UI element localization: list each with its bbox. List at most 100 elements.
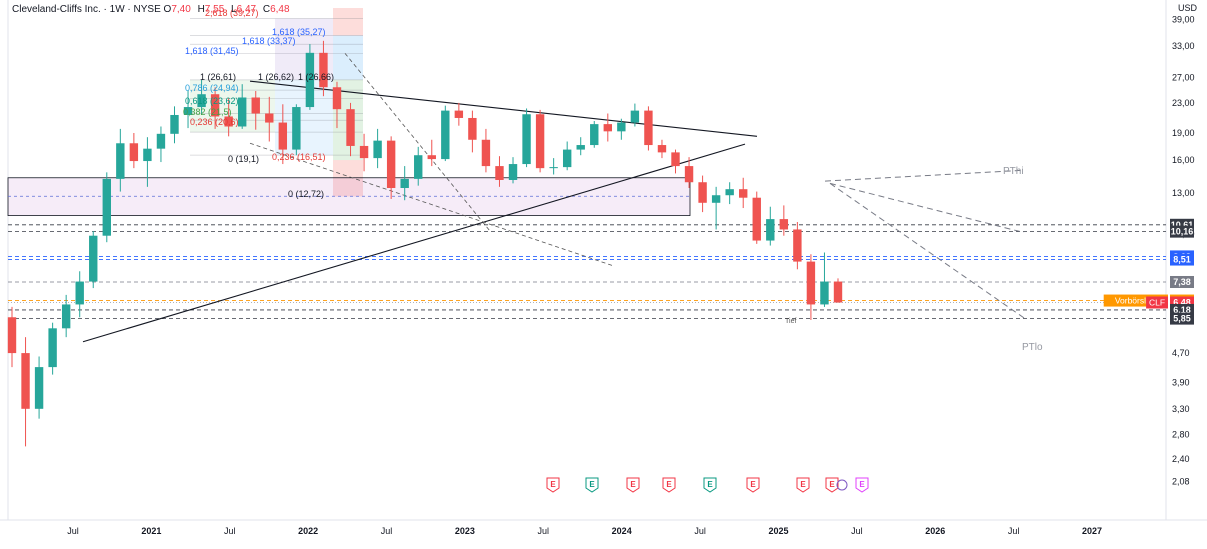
earnings-marker-label-6: E	[800, 480, 806, 489]
price-tag-name-5: Vorbörslich	[1115, 296, 1157, 306]
candle-body-44	[603, 124, 613, 132]
earnings-marker-3: E	[662, 477, 676, 493]
earnings-marker-shape-3	[662, 477, 676, 493]
candle-body-51	[698, 182, 707, 203]
candle-body-49	[671, 152, 680, 167]
earnings-marker-shape-4	[703, 477, 717, 493]
rising-trendline	[82, 143, 746, 343]
earnings-marker-shape-6	[796, 477, 810, 493]
candle-body-5	[75, 281, 84, 305]
candle-body-57	[779, 219, 789, 230]
candle-body-0	[7, 317, 17, 354]
price-tag-bg-3	[1170, 253, 1194, 266]
candle-body-43	[590, 124, 599, 146]
y-tick-label-8: 4,70	[1172, 348, 1190, 358]
price-tag-label-7: 6,18	[1173, 305, 1191, 315]
y-tick-label-2: 27,00	[1172, 73, 1195, 83]
annotation-label-2: Tief	[785, 318, 796, 325]
annotation-label-1: PTlo	[1022, 342, 1043, 353]
candle-body-10	[143, 148, 152, 162]
x-tick-label-2: Jul	[224, 526, 236, 536]
candle-body-12	[170, 114, 179, 134]
close-label: C	[262, 4, 271, 15]
candle-body-2	[34, 367, 44, 409]
fib-zone-3	[333, 35, 363, 80]
candle-body-7	[102, 178, 111, 236]
low-label: L	[231, 4, 237, 15]
currency-label[interactable]: USD	[1177, 3, 1197, 13]
candle-body-23	[319, 52, 328, 88]
y-tick-label-10: 3,30	[1172, 404, 1190, 414]
candle-body-45	[617, 122, 626, 132]
candle-body-1	[21, 353, 30, 409]
candle-body-18	[251, 97, 260, 114]
x-tick-label-4: Jul	[381, 526, 393, 536]
candle-body-36	[495, 166, 504, 180]
x-tick-label-7: 2024	[612, 526, 632, 536]
y-tick-label-9: 3,90	[1172, 377, 1190, 387]
candle-body-50	[684, 166, 694, 183]
earnings-marker-shape-1	[585, 477, 599, 493]
high-label: H	[197, 4, 205, 15]
close-value: 6,48	[270, 4, 290, 15]
y-tick-label-12: 2,40	[1172, 454, 1190, 464]
y-tick-label-1: 33,00	[1172, 41, 1195, 51]
earnings-marker-7: E	[825, 477, 839, 493]
candle-body-55	[752, 197, 761, 241]
fib-label-2: 1,618 (33,37)	[242, 36, 296, 46]
fib-label-7: 0,786 (24,94)	[185, 83, 239, 93]
earnings-marker-shape-7	[825, 477, 839, 493]
symbol-title: Cleveland-Cliffs Inc. · 1W · NYSE	[12, 4, 161, 15]
candle-body-19	[265, 113, 274, 123]
earnings-marker-5: E	[746, 477, 760, 493]
candle-body-53	[725, 189, 734, 196]
candle-body-21	[292, 107, 301, 150]
open-label: O	[163, 4, 172, 15]
x-tick-label-1: 2021	[141, 526, 161, 536]
candle-body-38	[522, 114, 531, 165]
x-tick-label-11: 2026	[925, 526, 945, 536]
earnings-marker-label-0: E	[550, 480, 556, 489]
chart-legend-header: Cleveland-Cliffs Inc. · 1W · NYSE O7,40 …	[12, 4, 294, 15]
earnings-marker-2: E	[626, 477, 640, 493]
fib-label-5: 1 (26,62)	[258, 72, 294, 82]
pthi-line	[824, 169, 1025, 182]
candle-body-54	[739, 189, 748, 198]
candle-body-3	[48, 328, 57, 368]
fib-label-6: 1 (26,66)	[298, 72, 334, 82]
x-tick-label-3: 2022	[298, 526, 318, 536]
price-tag-label-4: 7,38	[1173, 277, 1191, 287]
fib-label-1: 1,618 (31,45)	[185, 46, 239, 56]
dashed-projection-2	[249, 142, 613, 266]
candle-body-29	[400, 178, 409, 189]
candle-body-39	[535, 114, 545, 169]
candle-body-56	[766, 219, 775, 241]
candle-body-33	[454, 110, 464, 118]
price-tag-label-1: 10,16	[1171, 227, 1194, 237]
candle-body-52	[711, 195, 721, 203]
price-tag-name-bg-6	[1146, 296, 1168, 309]
fib-zone-2	[333, 8, 363, 36]
x-tick-label-8: Jul	[694, 526, 706, 536]
candle-body-4	[61, 304, 71, 329]
annotation-label-0: PThi	[1003, 166, 1024, 177]
candle-body-58	[793, 229, 802, 262]
candle-body-14	[197, 94, 206, 108]
candle-body-28	[386, 140, 396, 189]
fib-label-12: 0,236 (16,51)	[272, 152, 326, 162]
price-tag-bg-1	[1170, 225, 1194, 238]
earnings-marker-1: E	[585, 477, 599, 493]
candle-body-9	[129, 143, 139, 162]
earnings-marker-label-3: E	[666, 480, 672, 489]
candle-body-46	[630, 110, 640, 123]
candle-body-27	[373, 140, 382, 159]
earnings-marker-0: E	[546, 477, 560, 493]
candle-body-47	[644, 110, 653, 146]
price-tag-label-3: 8,51	[1173, 255, 1191, 265]
x-tick-label-5: 2023	[455, 526, 475, 536]
earnings-marker-label-4: E	[707, 480, 713, 489]
fib-label-13: 0 (12,72)	[288, 189, 324, 199]
x-tick-label-12: Jul	[1008, 526, 1020, 536]
